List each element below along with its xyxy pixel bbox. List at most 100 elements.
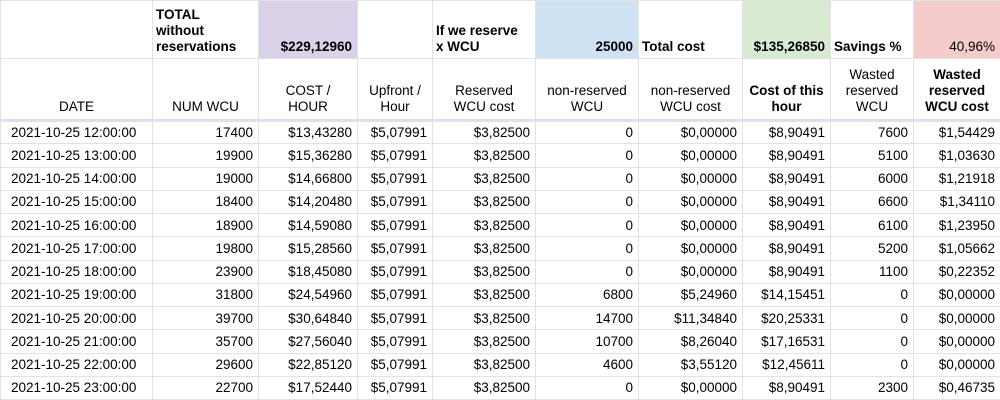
cell-non-reserved-wcu[interactable]: 0 — [535, 375, 639, 400]
cell-wasted-reserved-wcu[interactable]: 1100 — [830, 259, 914, 284]
cell-non-reserved-wcu-cost[interactable]: $8,26040 — [638, 329, 743, 354]
cell-non-reserved-wcu[interactable]: 0 — [535, 119, 639, 145]
cell-cost-of-this-hour[interactable]: $8,90491 — [742, 143, 831, 168]
cell-upfront-per-hour[interactable]: $5,07991 — [357, 166, 433, 191]
cell-num-wcu[interactable]: 18900 — [152, 212, 259, 238]
cell-non-reserved-wcu-cost[interactable]: $0,00000 — [638, 212, 743, 238]
cell-non-reserved-wcu-cost[interactable]: $0,00000 — [638, 143, 743, 168]
cell-non-reserved-wcu-cost[interactable]: $0,00000 — [638, 259, 743, 284]
cell-cost-per-hour[interactable]: $14,20480 — [258, 189, 358, 215]
cell-non-reserved-wcu-cost[interactable]: $0,00000 — [638, 375, 743, 400]
cell-non-reserved-wcu[interactable]: 0 — [535, 236, 639, 261]
cell-cost-of-this-hour[interactable]: $17,16531 — [742, 329, 831, 354]
cell-date[interactable]: 2021-10-25 20:00:00 — [0, 305, 153, 331]
cell-num-wcu[interactable]: 31800 — [152, 282, 259, 308]
cell-wasted-reserved-wcu-cost[interactable]: $0,22352 — [913, 259, 1000, 284]
cell-non-reserved-wcu-cost[interactable]: $3,55120 — [638, 352, 743, 377]
cell-wasted-reserved-wcu-cost[interactable]: $1,54429 — [913, 119, 1000, 145]
cell-upfront-per-hour[interactable]: $5,07991 — [357, 259, 433, 284]
cell-cost-per-hour[interactable]: $14,59080 — [258, 212, 358, 238]
cell-wasted-reserved-wcu[interactable]: 0 — [830, 305, 914, 331]
cell-wasted-reserved-wcu[interactable]: 5100 — [830, 143, 914, 168]
cell-date[interactable]: 2021-10-25 19:00:00 — [0, 282, 153, 308]
col-header-date[interactable]: DATE — [0, 58, 153, 122]
cell-upfront-per-hour[interactable]: $5,07991 — [357, 282, 433, 308]
cell-non-reserved-wcu-cost[interactable]: $11,34840 — [638, 305, 743, 331]
cell-upfront-per-hour[interactable]: $5,07991 — [357, 119, 433, 145]
summary-savings-value[interactable]: 40,96% — [913, 0, 1000, 59]
cell-upfront-per-hour[interactable]: $5,07991 — [357, 375, 433, 400]
cell-num-wcu[interactable]: 39700 — [152, 305, 259, 331]
cell-non-reserved-wcu[interactable]: 0 — [535, 166, 639, 191]
col-header-non-reserved-wcu[interactable]: non-reserved WCU — [535, 58, 639, 122]
cell-wasted-reserved-wcu[interactable]: 6000 — [830, 166, 914, 191]
summary-reserve-label[interactable]: If we reserve x WCU — [432, 0, 536, 59]
cell-num-wcu[interactable]: 35700 — [152, 329, 259, 354]
cell-date[interactable]: 2021-10-25 15:00:00 — [0, 189, 153, 215]
cell-non-reserved-wcu-cost[interactable]: $0,00000 — [638, 236, 743, 261]
cell-num-wcu[interactable]: 17400 — [152, 119, 259, 145]
cell-num-wcu[interactable]: 19900 — [152, 143, 259, 168]
cell-cost-per-hour[interactable]: $17,52440 — [258, 375, 358, 400]
cell-wasted-reserved-wcu-cost[interactable]: $1,05662 — [913, 236, 1000, 261]
cell-cost-of-this-hour[interactable]: $8,90491 — [742, 189, 831, 215]
cell-wasted-reserved-wcu[interactable]: 2300 — [830, 375, 914, 400]
cell-reserved-wcu-cost[interactable]: $3,82500 — [432, 212, 536, 238]
col-header-wasted-reserved-wcu[interactable]: Wasted reserved WCU — [830, 58, 914, 122]
cell-non-reserved-wcu[interactable]: 0 — [535, 212, 639, 238]
cell-num-wcu[interactable]: 29600 — [152, 352, 259, 377]
cell-upfront-per-hour[interactable]: $5,07991 — [357, 352, 433, 377]
cell-non-reserved-wcu[interactable]: 0 — [535, 259, 639, 284]
cell-upfront-per-hour[interactable]: $5,07991 — [357, 305, 433, 331]
col-header-cost-per-hour[interactable]: COST / HOUR — [258, 58, 358, 122]
cell-reserved-wcu-cost[interactable]: $3,82500 — [432, 143, 536, 168]
cell-cost-of-this-hour[interactable]: $8,90491 — [742, 166, 831, 191]
summary-total-label[interactable]: TOTAL without reservations — [152, 0, 259, 59]
cell-cost-per-hour[interactable]: $13,43280 — [258, 119, 358, 145]
cell-num-wcu[interactable]: 22700 — [152, 375, 259, 400]
cell-date[interactable]: 2021-10-25 14:00:00 — [0, 166, 153, 191]
cell-date[interactable]: 2021-10-25 18:00:00 — [0, 259, 153, 284]
cell-non-reserved-wcu[interactable]: 6800 — [535, 282, 639, 308]
cell-upfront-per-hour[interactable]: $5,07991 — [357, 236, 433, 261]
cell-cost-per-hour[interactable]: $30,64840 — [258, 305, 358, 331]
summary-empty-cell-2[interactable] — [357, 0, 433, 59]
cell-num-wcu[interactable]: 23900 — [152, 259, 259, 284]
cell-cost-per-hour[interactable]: $27,56040 — [258, 329, 358, 354]
col-header-reserved-wcu-cost[interactable]: Reserved WCU cost — [432, 58, 536, 122]
cell-cost-per-hour[interactable]: $14,66800 — [258, 166, 358, 191]
summary-empty-cell-1[interactable] — [0, 0, 153, 59]
cell-reserved-wcu-cost[interactable]: $3,82500 — [432, 375, 536, 400]
cell-cost-of-this-hour[interactable]: $12,45611 — [742, 352, 831, 377]
cell-reserved-wcu-cost[interactable]: $3,82500 — [432, 305, 536, 331]
cell-non-reserved-wcu[interactable]: 0 — [535, 189, 639, 215]
cell-wasted-reserved-wcu[interactable]: 5200 — [830, 236, 914, 261]
cell-cost-of-this-hour[interactable]: $20,25331 — [742, 305, 831, 331]
summary-total-cost-value[interactable]: $135,26850 — [742, 0, 831, 59]
cell-date[interactable]: 2021-10-25 17:00:00 — [0, 236, 153, 261]
cell-wasted-reserved-wcu-cost[interactable]: $1,34110 — [913, 189, 1000, 215]
cell-date[interactable]: 2021-10-25 12:00:00 — [0, 119, 153, 145]
cell-wasted-reserved-wcu-cost[interactable]: $0,00000 — [913, 352, 1000, 377]
cell-wasted-reserved-wcu-cost[interactable]: $0,00000 — [913, 329, 1000, 354]
cell-non-reserved-wcu[interactable]: 14700 — [535, 305, 639, 331]
cell-num-wcu[interactable]: 19800 — [152, 236, 259, 261]
cell-cost-of-this-hour[interactable]: $8,90491 — [742, 236, 831, 261]
col-header-non-reserved-wcu-cost[interactable]: non-reserved WCU cost — [638, 58, 743, 122]
cell-wasted-reserved-wcu[interactable]: 6600 — [830, 189, 914, 215]
cell-wasted-reserved-wcu[interactable]: 0 — [830, 329, 914, 354]
cell-upfront-per-hour[interactable]: $5,07991 — [357, 143, 433, 168]
col-header-wasted-reserved-wcu-cost[interactable]: Wasted reserved WCU cost — [913, 58, 1000, 122]
cell-cost-per-hour[interactable]: $15,28560 — [258, 236, 358, 261]
cell-reserved-wcu-cost[interactable]: $3,82500 — [432, 166, 536, 191]
cell-wasted-reserved-wcu[interactable]: 6100 — [830, 212, 914, 238]
summary-total-value[interactable]: $229,12960 — [258, 0, 358, 59]
cell-num-wcu[interactable]: 19000 — [152, 166, 259, 191]
cell-cost-of-this-hour[interactable]: $8,90491 — [742, 375, 831, 400]
cell-cost-of-this-hour[interactable]: $8,90491 — [742, 119, 831, 145]
cell-cost-of-this-hour[interactable]: $14,15451 — [742, 282, 831, 308]
cell-non-reserved-wcu-cost[interactable]: $0,00000 — [638, 166, 743, 191]
cell-upfront-per-hour[interactable]: $5,07991 — [357, 189, 433, 215]
col-header-cost-of-this-hour[interactable]: Cost of this hour — [742, 58, 831, 122]
cell-non-reserved-wcu-cost[interactable]: $5,24960 — [638, 282, 743, 308]
